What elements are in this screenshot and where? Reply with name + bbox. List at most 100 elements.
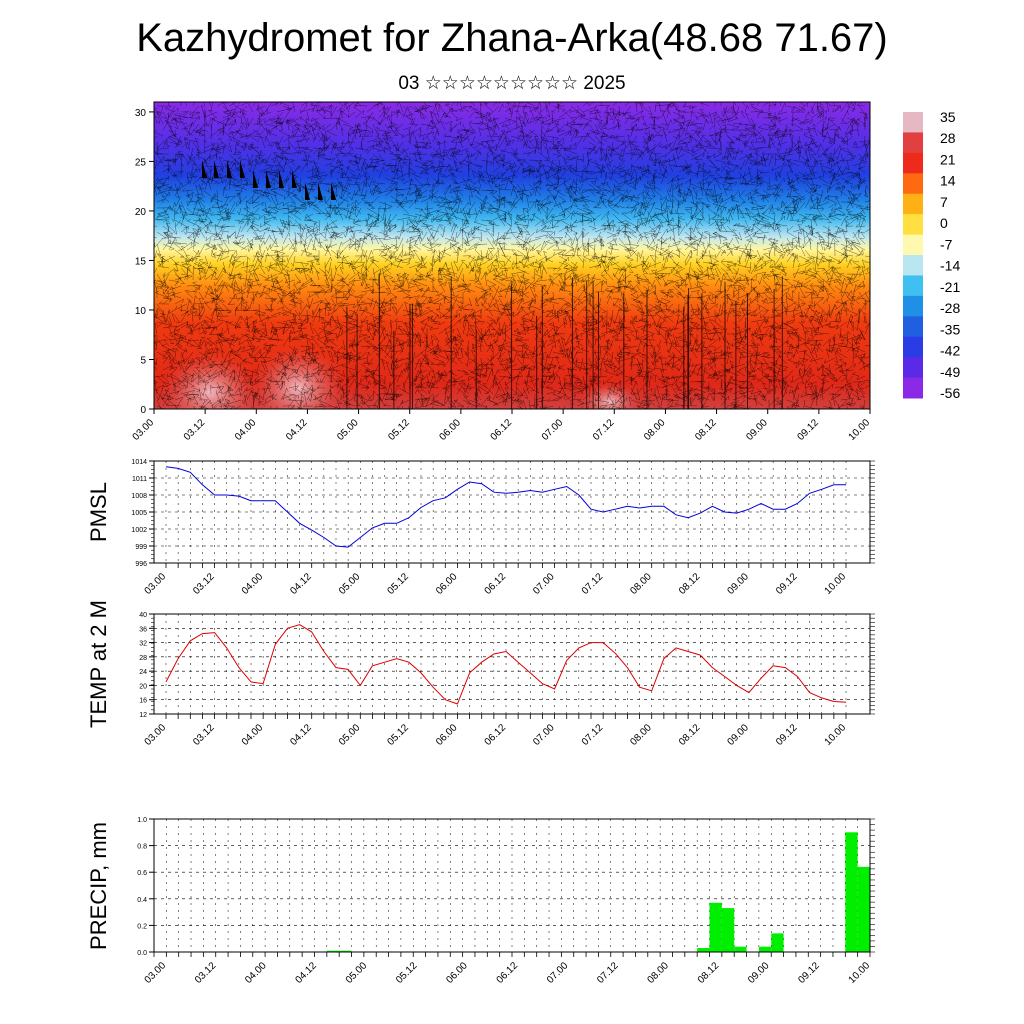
y-tick-label: 0.4 <box>137 897 147 904</box>
y-tick-label: 30 <box>135 108 147 119</box>
y-tick-label: 996 <box>135 561 147 568</box>
y-tick-label: 1.0 <box>137 817 147 824</box>
x-tick-label: 03.00 <box>143 960 169 986</box>
precip-bar <box>697 948 710 952</box>
x-tick-label: 08.00 <box>642 417 668 443</box>
x-tick-label: 05.12 <box>386 722 412 748</box>
x-tick-label: 04.12 <box>284 417 310 443</box>
colorbar-label: 21 <box>940 151 956 167</box>
y-tick-label: 0 <box>140 405 146 416</box>
wind-vertical-streaks <box>346 273 783 409</box>
y-tick-label: 0.6 <box>137 870 147 877</box>
x-tick-label: 07.00 <box>531 571 557 597</box>
colorbar-segment <box>903 152 923 174</box>
cross-section-x-axis: 03.00 03.12 04.00 04.12 05.00 05.12 06.00 06.12… <box>131 409 873 443</box>
colorbar-label: 14 <box>940 173 956 189</box>
x-tick-label: 06.12 <box>483 571 509 597</box>
temp-panel: 40 36 32 28 24 20 16 12 03.00 03.12 04.00 04.12 05.… <box>86 600 875 748</box>
precip-bar <box>845 832 858 952</box>
colorbar-label: 0 <box>940 215 948 231</box>
colorbar-label: 7 <box>940 194 948 210</box>
x-tick-label: 06.00 <box>434 571 460 597</box>
x-tick-label: 05.00 <box>337 722 363 748</box>
x-tick-label: 06.12 <box>495 960 521 986</box>
y-tick-label: 1014 <box>131 459 147 466</box>
wind-pennant <box>305 182 310 200</box>
x-tick-label: 04.00 <box>243 960 269 986</box>
x-tick-label: 08.00 <box>628 722 654 748</box>
temp-series-line <box>165 624 847 705</box>
y-tick-label: 36 <box>139 626 147 633</box>
colorbar-label: -28 <box>940 300 960 316</box>
y-tick-label: 20 <box>139 683 147 690</box>
x-tick-label: 04.00 <box>240 722 266 748</box>
colorbar: 35 28 21 14 7 0 -7 -14 -21 -28 -35 -42 -49 -56 <box>903 109 960 401</box>
precip-bar <box>771 933 784 952</box>
y-tick-label: 24 <box>139 669 147 676</box>
colorbar-label: -21 <box>940 279 960 295</box>
precip-panel: 1.00.80.60.40.20.0 03.00 03.12 04.00 04.12 0… <box>86 817 875 986</box>
x-tick-label: 08.00 <box>646 960 672 986</box>
x-tick-label: 06.00 <box>434 722 460 748</box>
y-tick-label: 25 <box>135 157 147 168</box>
pmsl-y-label: PMSL <box>86 482 111 542</box>
colorbar-segment <box>903 336 923 358</box>
x-tick-label: 05.12 <box>394 960 420 986</box>
x-tick-label: 04.12 <box>294 960 320 986</box>
y-tick-label: 999 <box>135 544 147 551</box>
x-tick-label: 06.00 <box>444 960 470 986</box>
colorbar-label: -35 <box>940 321 960 337</box>
colorbar-label: -49 <box>940 364 960 380</box>
x-tick-label: 07.12 <box>580 571 606 597</box>
x-tick-label: 03.00 <box>143 571 169 597</box>
x-tick-label: 03.12 <box>191 571 217 597</box>
temp-y-axis: 40 36 32 28 24 20 16 12 <box>139 612 875 719</box>
x-tick-label: 05.00 <box>335 417 361 443</box>
colorbar-segment <box>903 234 923 256</box>
x-tick-label: 10.00 <box>847 960 873 986</box>
colorbar-segment <box>903 132 923 154</box>
x-tick-label: 10.00 <box>823 571 849 597</box>
x-tick-label: 04.00 <box>233 417 259 443</box>
x-tick-label: 07.00 <box>545 960 571 986</box>
x-tick-label: 06.12 <box>483 722 509 748</box>
colorbar-segment <box>903 193 923 215</box>
precip-bar <box>709 902 722 952</box>
x-tick-label: 09.00 <box>726 722 752 748</box>
colorbar-label: 35 <box>940 109 956 125</box>
colorbar-segment <box>903 214 923 236</box>
colorbar-segment <box>903 275 923 297</box>
x-tick-label: 03.12 <box>191 722 217 748</box>
temp-x-axis: 03.00 03.12 04.00 04.12 05.00 05.12 06.00 06.12… <box>143 714 849 748</box>
precip-x-axis: 03.00 03.12 04.00 04.12 05.00 05.12 06.00 06.12… <box>143 952 873 986</box>
precip-bar <box>721 908 735 952</box>
x-tick-label: 07.12 <box>591 417 617 443</box>
x-tick-label: 06.00 <box>438 417 464 443</box>
x-tick-label: 07.00 <box>540 417 566 443</box>
x-tick-label: 07.00 <box>531 722 557 748</box>
precip-bar <box>734 946 747 952</box>
colorbar-segment <box>903 357 923 379</box>
precip-bars <box>326 832 870 953</box>
y-tick-label: 15 <box>135 256 147 267</box>
colorbar-label: -42 <box>940 343 960 359</box>
x-tick-label: 08.12 <box>696 960 722 986</box>
pmsl-grid <box>154 460 870 564</box>
x-tick-label: 05.12 <box>386 417 412 443</box>
wind-pennant <box>202 160 207 178</box>
y-tick-label: 0.2 <box>137 923 147 930</box>
x-tick-label: 10.00 <box>847 417 873 443</box>
temp-y-label: TEMP at 2 M <box>86 600 111 728</box>
precip-y-axis: 1.0 0.8 0.6 0.4 0.2 0.0 <box>137 817 875 957</box>
y-tick-label: 12 <box>139 712 147 719</box>
pmsl-x-axis: 03.00 03.12 04.00 04.12 05.00 05.12 06.00 06.12… <box>143 563 849 597</box>
colorbar-label: -14 <box>940 258 960 274</box>
colorbar-segment <box>903 377 923 399</box>
x-tick-label: 08.12 <box>693 417 719 443</box>
cross-section-panel: 0 5 10 15 20 25 30 03.00 03.12 04.00 04.12 05.00 05… <box>131 101 873 443</box>
x-tick-label: 07.12 <box>580 722 606 748</box>
x-tick-label: 10.00 <box>823 722 849 748</box>
y-tick-label: 1002 <box>131 527 147 534</box>
wind-pennant <box>253 170 258 188</box>
wind-pennant <box>279 170 284 188</box>
